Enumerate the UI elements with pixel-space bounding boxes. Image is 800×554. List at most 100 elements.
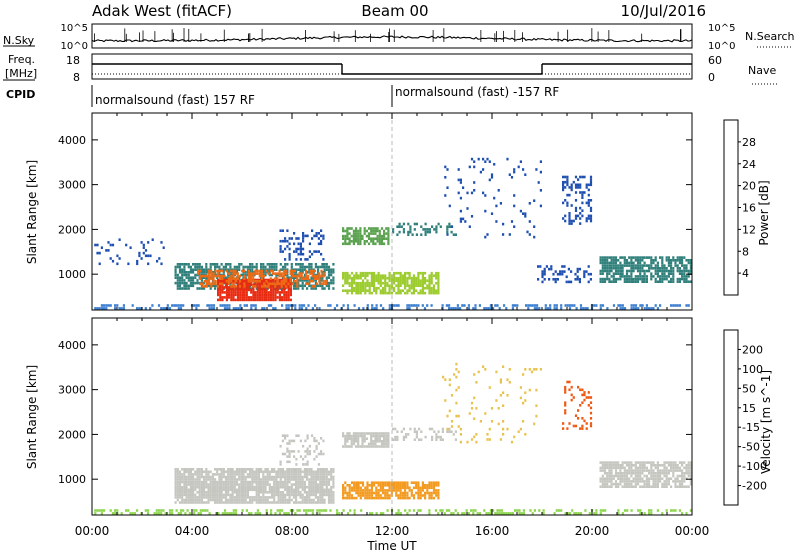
data-cell: [370, 484, 373, 487]
data-cell: [321, 485, 324, 489]
data-cell: [294, 307, 297, 310]
data-cell: [288, 255, 291, 259]
data-cell: [98, 307, 101, 310]
data-cell: [375, 279, 378, 282]
data-cell: [122, 304, 125, 307]
data-cell: [105, 307, 108, 310]
data-cell: [175, 304, 178, 307]
data-cell: [533, 422, 536, 426]
data-cell: [612, 261, 615, 265]
data-cell: [355, 274, 358, 277]
data-cell: [230, 298, 233, 302]
data-cell: [359, 489, 362, 492]
data-cell: [224, 276, 228, 279]
data-cell: [670, 509, 673, 512]
data-cell: [470, 509, 473, 512]
data-cell: [295, 276, 298, 279]
data-cell: [244, 485, 247, 489]
data-cell: [344, 496, 347, 500]
data-cell: [374, 229, 377, 233]
data-cell: [205, 496, 208, 499]
data-cell: [581, 401, 584, 404]
data-cell: [266, 478, 269, 481]
data-cell: [187, 265, 190, 269]
data-cell: [285, 277, 288, 280]
data-cell: [200, 498, 203, 502]
data-cell: [632, 264, 635, 267]
data-cell: [652, 259, 655, 262]
data-cell: [599, 256, 602, 259]
data-cell: [293, 450, 296, 453]
data-cell: [313, 457, 316, 461]
data-cell: [262, 263, 265, 266]
data-cell: [214, 496, 217, 499]
data-cell: [285, 307, 288, 310]
data-cell: [573, 304, 576, 307]
data-cell: [295, 501, 298, 504]
data-cell: [311, 279, 314, 283]
data-cell: [459, 440, 462, 444]
data-cell: [187, 483, 190, 486]
data-cell: [317, 250, 320, 253]
x-tick-label: 16:00: [475, 524, 510, 538]
data-cell: [659, 480, 662, 483]
data-cell: [564, 199, 567, 202]
data-cell: [625, 461, 629, 464]
data-cell: [220, 475, 223, 479]
afternoon-scatter: [442, 362, 542, 444]
data-cell: [320, 509, 323, 512]
data-cell: [217, 291, 220, 294]
data-cell: [211, 496, 214, 499]
data-cell: [643, 307, 646, 310]
data-cell: [272, 298, 275, 302]
data-cell: [265, 296, 268, 299]
power-colorbar-label: Power [dB]: [757, 180, 771, 245]
data-cell: [219, 291, 222, 294]
data-cell: [548, 278, 551, 281]
data-cell: [278, 286, 281, 289]
data-cell: [327, 493, 331, 497]
data-cell: [656, 485, 659, 488]
data-cell: [489, 307, 492, 310]
data-cell: [187, 480, 190, 484]
data-cell: [637, 509, 640, 512]
data-cell: [327, 281, 331, 285]
data-cell: [683, 474, 686, 478]
data-cell: [632, 469, 635, 472]
data-cell: [446, 233, 449, 236]
data-cell: [585, 427, 588, 430]
data-cell: [359, 232, 362, 235]
data-cell: [114, 509, 117, 512]
data-cell: [116, 254, 119, 258]
data-cell: [357, 242, 360, 246]
data-cell: [382, 512, 385, 515]
data-cell: [498, 307, 501, 310]
data-cell: [475, 433, 478, 436]
data-cell: [603, 485, 607, 488]
data-cell: [459, 181, 462, 184]
data-cell: [196, 496, 199, 499]
data-cell: [388, 279, 391, 282]
data-cell: [320, 242, 323, 246]
data-cell: [384, 481, 387, 484]
data-cell: [214, 483, 217, 486]
data-cell: [218, 491, 221, 494]
data-cell: [284, 239, 287, 243]
data-cell: [243, 304, 246, 307]
data-cell: [581, 193, 584, 197]
data-cell: [352, 240, 355, 243]
colorbar-tick-label: 16: [742, 202, 756, 215]
data-cell: [278, 296, 281, 299]
data-cell: [564, 186, 567, 189]
data-cell: [610, 259, 613, 262]
data-cell: [625, 269, 629, 273]
data-cell: [452, 433, 455, 436]
data-cell: [601, 509, 605, 512]
data-cell: [353, 481, 356, 484]
data-cell: [220, 485, 223, 489]
data-cell: [384, 489, 387, 492]
data-cell: [606, 267, 609, 270]
data-cell: [224, 496, 228, 499]
data-cell: [198, 498, 201, 502]
data-cell: [665, 472, 668, 475]
